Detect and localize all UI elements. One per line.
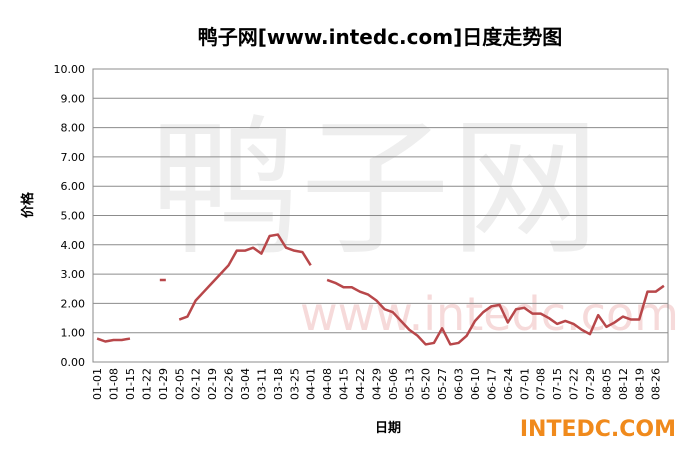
x-tick-label: 07-01: [518, 368, 531, 400]
watermark-corner: INTEDC.COM: [520, 417, 676, 442]
y-tick-label: 1.00: [61, 327, 86, 340]
x-tick-label: 04-01: [305, 368, 318, 400]
y-tick-label: 9.00: [61, 92, 86, 105]
x-tick-label: 04-08: [321, 368, 334, 400]
y-axis-label: 价格: [20, 191, 36, 218]
x-tick-label: 03-11: [255, 368, 268, 400]
x-tick-label: 07-22: [568, 368, 581, 400]
chart-title: 鸭子网[www.intedc.com]日度走势图: [198, 25, 562, 49]
x-tick-label: 05-27: [436, 368, 449, 400]
watermark-url: www.intedc.com: [300, 287, 679, 341]
x-tick-label: 08-26: [650, 368, 663, 400]
y-tick-label: 7.00: [61, 151, 86, 164]
y-tick-label: 6.00: [61, 180, 86, 193]
x-tick-label: 02-26: [223, 368, 236, 400]
x-tick-label: 03-25: [288, 368, 301, 400]
y-tick-label: 10.00: [54, 63, 86, 76]
watermark-logo: 鸭子网: [150, 102, 600, 276]
data-line: [96, 233, 665, 346]
x-tick-label: 04-29: [370, 368, 383, 400]
x-tick-label: 06-17: [485, 368, 498, 400]
x-tick-label: 06-24: [502, 368, 515, 400]
x-tick-label: 07-15: [551, 368, 564, 400]
y-tick-label: 0.00: [61, 356, 86, 369]
y-tick-label: 5.00: [61, 210, 86, 223]
x-tick-label: 06-03: [453, 368, 466, 400]
x-tick-label: 03-18: [272, 368, 285, 400]
x-tick-label: 04-22: [354, 368, 367, 400]
y-tick-label: 3.00: [61, 268, 86, 281]
x-tick-label: 08-12: [617, 368, 630, 400]
x-tick-label: 08-05: [600, 368, 613, 400]
x-tick-label: 07-29: [584, 368, 597, 400]
x-tick-label: 03-04: [239, 368, 252, 400]
x-tick-label: 01-08: [108, 368, 121, 400]
x-tick-label: 01-29: [157, 368, 170, 400]
x-axis-label: 日期: [375, 421, 401, 436]
x-tick-label: 05-06: [387, 368, 400, 400]
x-tick-label: 05-13: [403, 368, 416, 400]
x-tick-label: 07-08: [535, 368, 548, 400]
x-tick-label: 05-20: [420, 368, 433, 400]
y-tick-label: 4.00: [61, 239, 86, 252]
x-tick-label: 02-12: [190, 368, 203, 400]
x-tick-label: 01-01: [91, 368, 104, 400]
x-tick-label: 04-15: [338, 368, 351, 400]
x-tick-label: 01-22: [140, 368, 153, 400]
y-tick-label: 2.00: [61, 297, 86, 310]
x-tick-label: 02-05: [173, 368, 186, 400]
x-tick-label: 02-19: [206, 368, 219, 400]
y-tick-label: 8.00: [61, 122, 86, 135]
x-tick-label: 01-15: [124, 368, 137, 400]
x-tick-label: 08-19: [633, 368, 646, 400]
x-tick-label: 06-10: [469, 368, 482, 400]
